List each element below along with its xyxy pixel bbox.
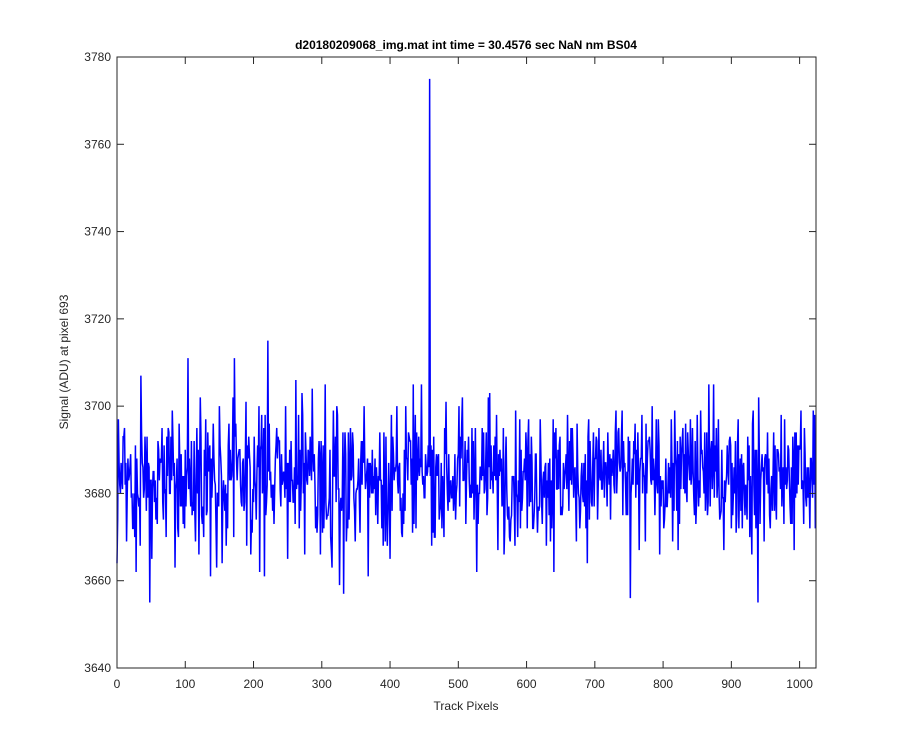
x-tick-label: 800 xyxy=(653,677,673,691)
x-axis-ticks: 0 100 200 300 400 500 600 700 800 900 1000 xyxy=(114,57,813,691)
y-tick-label: 3760 xyxy=(84,137,111,151)
axes-box xyxy=(116,56,817,669)
x-axis-label: Track Pixels xyxy=(434,699,499,713)
x-tick-label: 400 xyxy=(380,677,400,691)
x-tick-label: 100 xyxy=(175,677,195,691)
x-tick-label: 900 xyxy=(721,677,741,691)
plot-area xyxy=(117,57,816,668)
y-axis-ticks: 3640 3660 3680 3700 3720 3740 3760 3780 xyxy=(84,50,816,675)
y-axis-label: Signal (ADU) at pixel 693 xyxy=(57,294,71,429)
series-layer xyxy=(116,78,817,603)
x-tick-label: 300 xyxy=(312,677,332,691)
y-tick-label: 3640 xyxy=(84,661,111,675)
x-tick-label: 200 xyxy=(244,677,264,691)
y-tick-label: 3720 xyxy=(84,312,111,326)
y-tick-label: 3780 xyxy=(84,50,111,64)
chart-title: d20180209068_img.mat int time = 30.4576 … xyxy=(295,38,637,52)
x-tick-label: 700 xyxy=(585,677,605,691)
axes-layer xyxy=(116,56,817,669)
y-tick-label: 3700 xyxy=(84,399,111,413)
series-line xyxy=(116,78,817,603)
y-tick-label: 3680 xyxy=(84,486,111,500)
x-tick-label: 0 xyxy=(114,677,121,691)
x-tick-label: 600 xyxy=(517,677,537,691)
x-tick-label: 500 xyxy=(448,677,468,691)
y-tick-label: 3740 xyxy=(84,225,111,239)
y-tick-label: 3660 xyxy=(84,574,111,588)
x-tick-label: 1000 xyxy=(786,677,813,691)
